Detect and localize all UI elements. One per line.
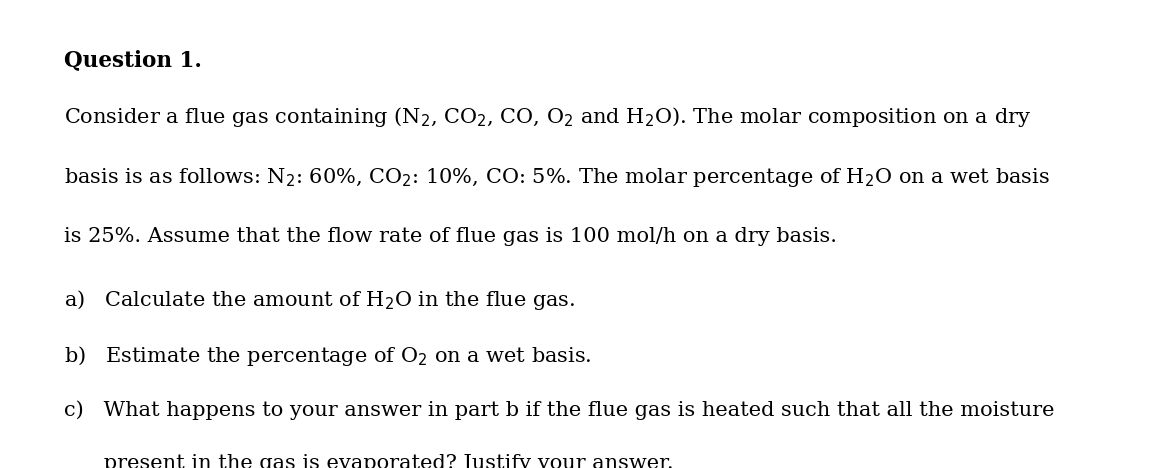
Text: is 25%. Assume that the flow rate of flue gas is 100 mol/h on a dry basis.: is 25%. Assume that the flow rate of flu… [64, 227, 838, 246]
Text: basis is as follows: N$_2$: 60%, CO$_2$: 10%, CO: 5%. The molar percentage of H$: basis is as follows: N$_2$: 60%, CO$_2$:… [64, 166, 1050, 189]
Text: c)   What happens to your answer in part b if the flue gas is heated such that a: c) What happens to your answer in part b… [64, 400, 1055, 420]
Text: a)   Calculate the amount of H$_2$O in the flue gas.: a) Calculate the amount of H$_2$O in the… [64, 288, 575, 312]
Text: present in the gas is evaporated? Justify your answer.: present in the gas is evaporated? Justif… [64, 454, 674, 468]
Text: Question 1.: Question 1. [64, 49, 203, 71]
Text: Consider a flue gas containing (N$_2$, CO$_2$, CO, O$_2$ and H$_2$O). The molar : Consider a flue gas containing (N$_2$, C… [64, 105, 1031, 129]
Text: b)   Estimate the percentage of O$_2$ on a wet basis.: b) Estimate the percentage of O$_2$ on a… [64, 344, 592, 368]
